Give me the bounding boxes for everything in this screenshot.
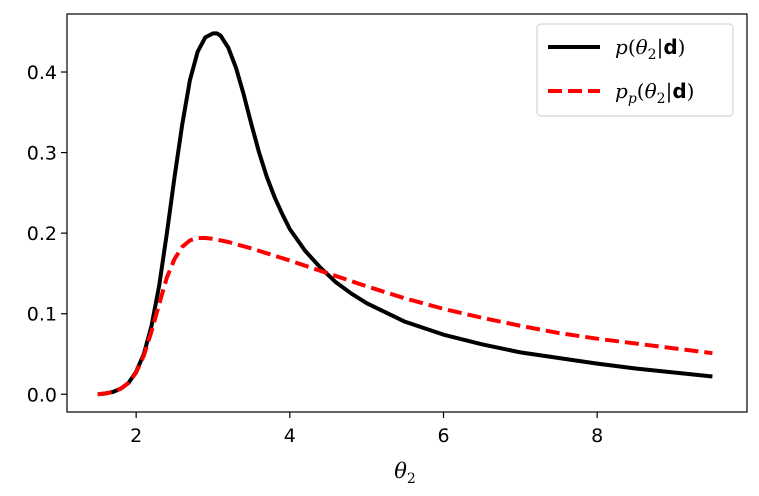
x-tick-label: 2 [130, 425, 142, 447]
series-line-1 [97, 235, 713, 397]
legend-label-1: pp(θ2|d) [615, 79, 694, 107]
x-axis-label: θ2 [394, 459, 416, 487]
y-tick-label: 0.0 [27, 384, 57, 406]
x-axis: 2 4 6 8 [130, 412, 603, 447]
y-tick-label: 0.3 [27, 143, 57, 165]
y-tick-label: 0.4 [27, 62, 57, 84]
plot-area [97, 31, 713, 397]
y-tick-label: 0.1 [27, 304, 57, 326]
x-tick-label: 6 [437, 425, 449, 447]
y-axis: 0.0 0.1 0.2 0.3 0.4 [27, 62, 67, 406]
x-tick-label: 8 [591, 425, 603, 447]
x-tick-label: 4 [284, 425, 296, 447]
legend: p(θ2|d) pp(θ2|d) [536, 23, 734, 117]
axes-frame [66, 13, 748, 413]
y-tick-label: 0.2 [27, 223, 57, 245]
